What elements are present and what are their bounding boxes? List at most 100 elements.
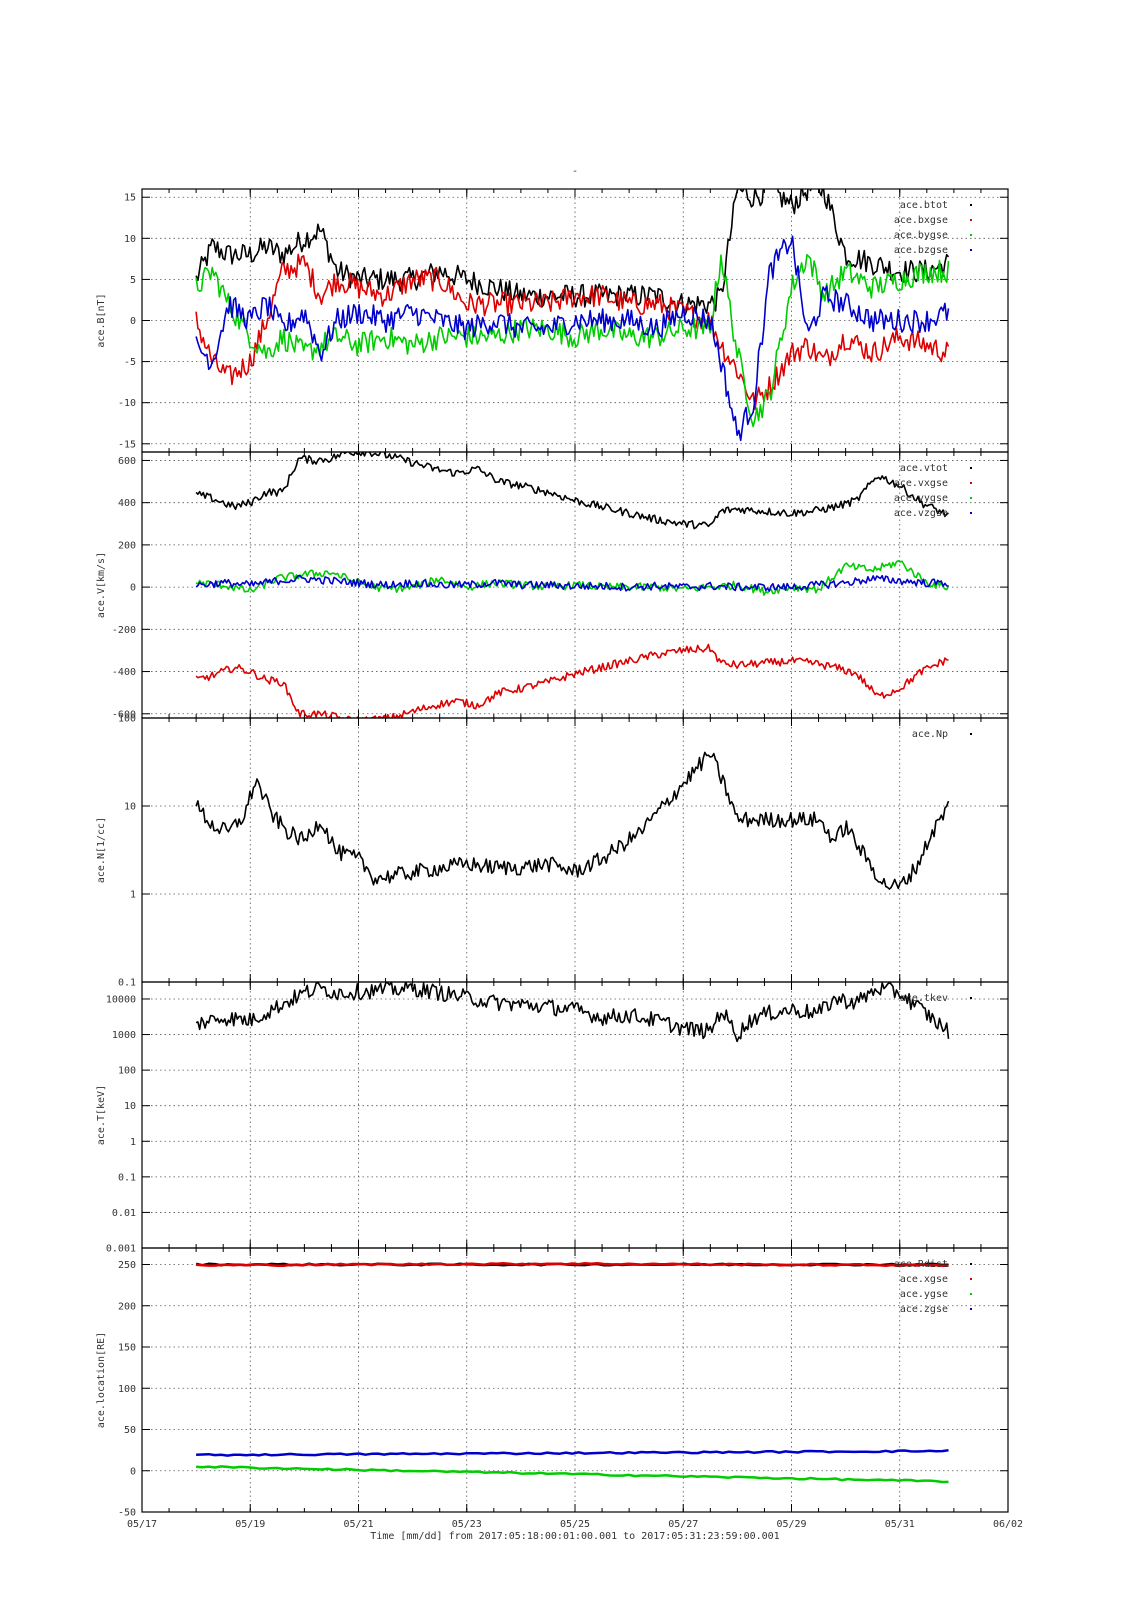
panel-5: 250 200 150 100 50 0 -50 ace.location[RE] ace.Rd… xyxy=(96,1247,1009,1519)
legend-label: ace.btot xyxy=(900,200,948,211)
y-tick-label: 100 xyxy=(118,1384,136,1395)
legend-label: ace.vtot xyxy=(900,463,948,474)
y-tick-label: -50 xyxy=(118,1508,136,1519)
series-ace-bxgse xyxy=(195,253,950,410)
figure-title: - xyxy=(572,166,578,177)
series-ace-bzgse xyxy=(195,235,950,442)
series-area xyxy=(195,452,950,718)
y-tick-label: 5 xyxy=(130,275,136,286)
y-tick-label: -15 xyxy=(118,439,136,450)
y-tick-label: 0 xyxy=(130,316,136,327)
y-tick-label: 1000 xyxy=(112,1030,136,1041)
x-tick-labels: 05/17 05/19 05/21 05/23 05/25 05/27 05/29 05/31… xyxy=(127,1519,1023,1530)
legend-marker xyxy=(970,733,972,735)
series-ace-bygse xyxy=(195,253,950,428)
series-ace-zgse xyxy=(196,1449,949,1457)
panel-1: 15 10 5 0 -5 -10 -15 ace.B[nT] ace.btot ace.bxgse… xyxy=(96,188,1009,453)
series-area xyxy=(195,982,950,1043)
y-tick-label: -400 xyxy=(112,667,136,678)
series-ace-xgse xyxy=(196,1261,949,1268)
y-tick-label: 10 xyxy=(124,234,136,245)
legend-label: ace.tkev xyxy=(900,993,948,1004)
series-area xyxy=(195,189,950,442)
y-tick-label: -5 xyxy=(124,357,136,368)
legend-marker xyxy=(970,234,972,236)
x-axis-label: Time [mm/dd] from 2017:05:18:00:01:00.00… xyxy=(370,1531,779,1542)
legend-marker xyxy=(970,997,972,999)
y-tick-label: 0.1 xyxy=(118,978,136,989)
legend-label: ace.vxgse xyxy=(894,478,948,489)
series-ace-vygse xyxy=(195,560,950,596)
panel-frame xyxy=(141,1247,1009,1513)
panel-4: 10000 1000 100 10 1 0.1 0.01 0.001 ace.T[keV] ace… xyxy=(96,981,1009,1255)
y-tick-label: 150 xyxy=(118,1343,136,1354)
y-axis-label: ace.location[RE] xyxy=(96,1332,107,1428)
legend-label: ace.vygse xyxy=(894,493,948,504)
panel-2: 600 400 200 0 -200 -400 -600 ace.V[km/s] ace.vto… xyxy=(96,451,1009,720)
panel-3: 100 10 1 0.1 ace.N[1/cc] ace.Np xyxy=(96,714,1009,989)
y-tick-label: 100 xyxy=(118,1066,136,1077)
legend-marker xyxy=(970,497,972,499)
legend-label: ace.bxgse xyxy=(894,215,948,226)
x-tick-label: 05/29 xyxy=(776,1519,806,1530)
legend-marker xyxy=(970,219,972,221)
legend-marker xyxy=(970,204,972,206)
series-ace-ygse xyxy=(196,1465,949,1484)
legend-label: ace.vzgse xyxy=(894,508,948,519)
series-ace-vtot xyxy=(195,452,949,530)
y-tick-label: 10 xyxy=(124,802,136,813)
legend-marker xyxy=(970,1308,972,1310)
x-tick-label: 05/21 xyxy=(343,1519,373,1530)
legend-label: ace.Rdist xyxy=(894,1259,948,1270)
series-area xyxy=(195,751,950,890)
y-tick-label: 1 xyxy=(130,1137,136,1148)
x-tick-label: 05/25 xyxy=(560,1519,590,1530)
legend-marker xyxy=(970,467,972,469)
y-tick-label: 200 xyxy=(118,1301,136,1312)
y-tick-label: 10000 xyxy=(106,994,136,1005)
x-tick-label: 05/17 xyxy=(127,1519,157,1530)
y-tick-label: -200 xyxy=(112,625,136,636)
y-tick-label: 15 xyxy=(124,193,136,204)
y-tick-label: 600 xyxy=(118,456,136,467)
y-tick-label: 0.001 xyxy=(106,1244,136,1255)
legend-label: ace.bygse xyxy=(894,230,948,241)
legend-label: ace.zgse xyxy=(900,1304,948,1315)
legend-marker xyxy=(970,512,972,514)
y-tick-label: 10 xyxy=(124,1101,136,1112)
y-tick-label: 1 xyxy=(130,890,136,901)
y-tick-label: -600 xyxy=(112,709,136,720)
series-ace-Np xyxy=(195,751,950,890)
y-tick-label: 0 xyxy=(130,583,136,594)
y-tick-label: 0 xyxy=(130,1466,136,1477)
y-axis-label: ace.V[km/s] xyxy=(96,552,107,618)
series-ace-vzgse xyxy=(195,574,949,592)
x-tick-label: 06/02 xyxy=(993,1519,1023,1530)
series-ace-btot xyxy=(195,189,950,316)
legend-marker xyxy=(970,482,972,484)
y-tick-label: 200 xyxy=(118,540,136,551)
legend-label: ace.bzgse xyxy=(894,245,948,256)
y-tick-label: 0.1 xyxy=(118,1172,136,1183)
legend-marker xyxy=(970,1263,972,1265)
legend-label: ace.Np xyxy=(912,729,948,740)
x-tick-label: 05/27 xyxy=(668,1519,698,1530)
legend-marker xyxy=(970,1278,972,1280)
series-ace-vxgse xyxy=(195,643,949,718)
legend-label: ace.ygse xyxy=(900,1289,948,1300)
y-axis-label: ace.T[keV] xyxy=(96,1085,107,1145)
x-tick-label: 05/31 xyxy=(885,1519,915,1530)
panels: 151050-5-10-15ace.B[nT]ace.btotace.bxgse… xyxy=(96,188,1009,1519)
y-tick-label: 250 xyxy=(118,1260,136,1271)
y-axis-label: ace.B[nT] xyxy=(96,293,107,347)
series-ace-tkev xyxy=(195,982,950,1043)
series-area xyxy=(195,1261,949,1484)
legend-marker xyxy=(970,249,972,251)
y-tick-label: 100 xyxy=(118,714,136,725)
legend-label: ace.xgse xyxy=(900,1274,948,1285)
y-tick-label: -10 xyxy=(118,398,136,409)
legend-marker xyxy=(970,1293,972,1295)
x-tick-label: 05/23 xyxy=(452,1519,482,1530)
y-axis-label: ace.N[1/cc] xyxy=(96,817,107,883)
